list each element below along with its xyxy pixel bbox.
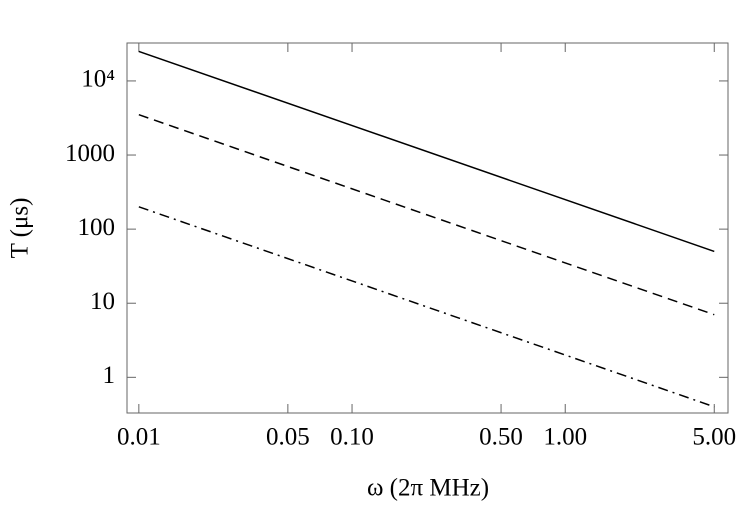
plot-frame	[126, 42, 729, 414]
x-tick-label: 0.05	[266, 424, 310, 451]
x-axis-label: ω (2π MHz)	[367, 475, 489, 502]
series-line	[138, 206, 715, 408]
y-axis-label: T (μs)	[7, 198, 34, 259]
y-tick-label: 1	[103, 362, 116, 389]
x-tick-label: 0.01	[117, 424, 161, 451]
series-line	[138, 114, 715, 316]
y-tick-label: 10	[90, 288, 115, 315]
series-line	[138, 50, 715, 253]
x-tick-label: 0.10	[330, 424, 374, 451]
x-tick-label: 5.00	[692, 424, 736, 451]
y-tick-label: 10⁴	[81, 66, 115, 93]
y-tick-label: 1000	[65, 140, 115, 167]
x-tick-label: 1.00	[543, 424, 587, 451]
y-tick-label: 100	[78, 214, 116, 241]
x-tick-label: 0.50	[479, 424, 523, 451]
